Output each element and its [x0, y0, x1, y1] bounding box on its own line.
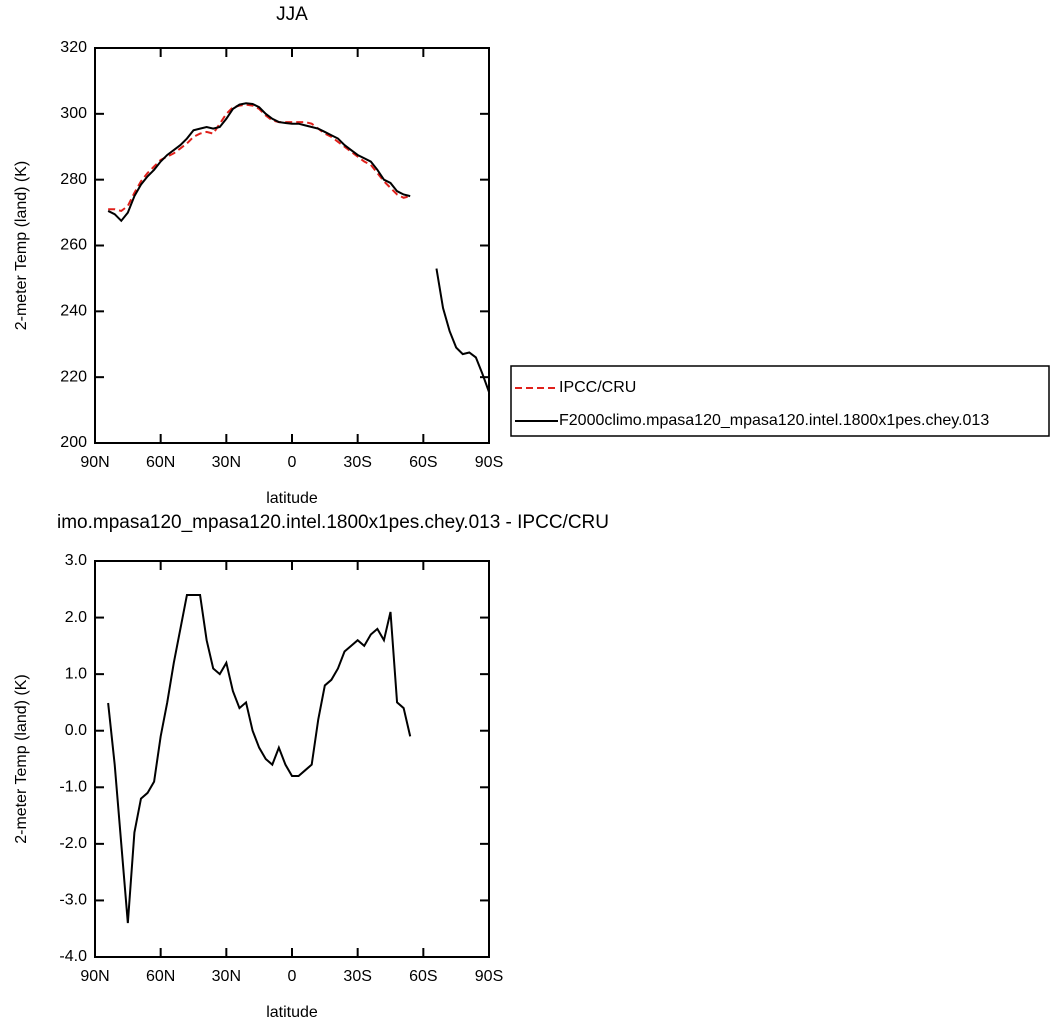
- y-axis-label: 2-meter Temp (land) (K): [13, 161, 30, 331]
- x-tick-label: 90S: [475, 968, 503, 985]
- legend: IPCC/CRU F2000climo.mpasa120_mpasa120.int…: [510, 365, 1050, 437]
- x-tick-label: 90N: [80, 968, 109, 985]
- y-tick-label: -4.0: [59, 948, 87, 965]
- x-tick-label: 90S: [475, 454, 503, 471]
- y-tick-label: 2.0: [65, 609, 87, 626]
- x-tick-label: 30S: [343, 454, 371, 471]
- legend-label: IPCC/CRU: [559, 379, 636, 396]
- data-line: [107, 102, 411, 223]
- x-tick-label: 30N: [212, 968, 241, 985]
- y-tick-label: -2.0: [59, 835, 87, 852]
- y-tick-label: 0.0: [65, 722, 87, 739]
- y-tick-label: 1.0: [65, 665, 87, 682]
- data-line: [108, 103, 411, 213]
- y-tick-label: 300: [60, 105, 87, 122]
- y-tick-label: 240: [60, 303, 87, 320]
- x-tick-label: 60N: [146, 968, 175, 985]
- y-tick-label: 220: [60, 368, 87, 385]
- x-axis-label: latitude: [266, 1004, 318, 1021]
- plot-frame: [94, 560, 490, 958]
- y-tick-label: 200: [60, 434, 87, 451]
- y-axis-label: 2-meter Temp (land) (K): [13, 674, 30, 844]
- x-tick-label: 0: [288, 968, 297, 985]
- chart-title: JJA: [276, 4, 308, 25]
- data-line: [107, 593, 412, 924]
- x-tick-label: 60S: [409, 454, 437, 471]
- x-tick-label: 30N: [212, 454, 241, 471]
- y-tick-label: 260: [60, 237, 87, 254]
- chart-title: imo.mpasa120_mpasa120.intel.1800x1pes.ch…: [57, 512, 609, 533]
- plot-frame: [94, 47, 490, 444]
- y-tick-label: -3.0: [59, 892, 87, 909]
- legend-frame: [510, 365, 1050, 437]
- x-axis-label: latitude: [266, 490, 318, 507]
- x-tick-label: 0: [288, 454, 297, 471]
- x-tick-label: 30S: [343, 968, 371, 985]
- y-tick-label: 280: [60, 171, 87, 188]
- x-tick-label: 60S: [409, 968, 437, 985]
- x-tick-label: 90N: [80, 454, 109, 471]
- data-line: [435, 268, 490, 393]
- y-tick-label: -1.0: [59, 779, 87, 796]
- y-tick-label: 320: [60, 39, 87, 56]
- x-tick-label: 60N: [146, 454, 175, 471]
- y-tick-label: 3.0: [65, 552, 87, 569]
- legend-label: F2000climo.mpasa120_mpasa120.intel.1800x…: [559, 412, 989, 429]
